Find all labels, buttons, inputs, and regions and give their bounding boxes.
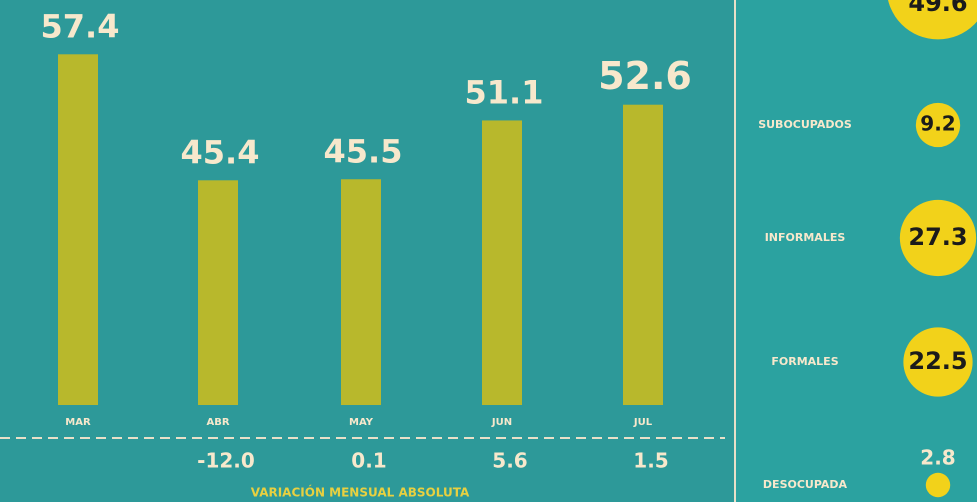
- value-label: 52.6: [598, 54, 692, 98]
- category-label: DESOCUPADA: [763, 478, 848, 491]
- category-label: INFORMALES: [765, 231, 846, 244]
- variation-label: 0.1: [351, 449, 386, 473]
- value-label: 49.6: [908, 0, 967, 17]
- x-tick-label: JUL: [633, 417, 653, 428]
- bubble: [915, 102, 961, 148]
- bubble: [903, 327, 973, 397]
- value-label: 57.4: [41, 7, 120, 45]
- category-label: SUBOCUPADOS: [758, 118, 852, 131]
- value-label: 27.3: [908, 223, 967, 251]
- value-label: 2.8: [920, 446, 955, 470]
- value-label: 45.4: [181, 133, 260, 171]
- bar: [198, 180, 238, 405]
- bubble: [899, 199, 977, 277]
- category-label: FORMALES: [771, 355, 838, 368]
- x-tick-label: ABR: [206, 417, 229, 428]
- variation-label: -12.0: [197, 449, 255, 473]
- x-tick-label: MAY: [349, 417, 374, 428]
- bar: [58, 54, 98, 406]
- x-tick-label: MAR: [65, 417, 91, 428]
- x-tick-label: JUN: [491, 417, 512, 428]
- bar: [482, 120, 522, 405]
- value-label: 22.5: [908, 347, 967, 375]
- value-label: 45.5: [324, 132, 403, 170]
- variation-title: VARIACIÓN MENSUAL ABSOLUTA: [251, 485, 470, 500]
- value-label: 51.1: [465, 73, 544, 111]
- value-label: 9.2: [920, 112, 955, 136]
- bar: [341, 179, 381, 405]
- variation-label: 1.5: [633, 449, 668, 473]
- bubble: [888, 0, 977, 40]
- bubble: [925, 472, 951, 498]
- variation-label: 5.6: [492, 449, 527, 473]
- bar: [623, 104, 663, 405]
